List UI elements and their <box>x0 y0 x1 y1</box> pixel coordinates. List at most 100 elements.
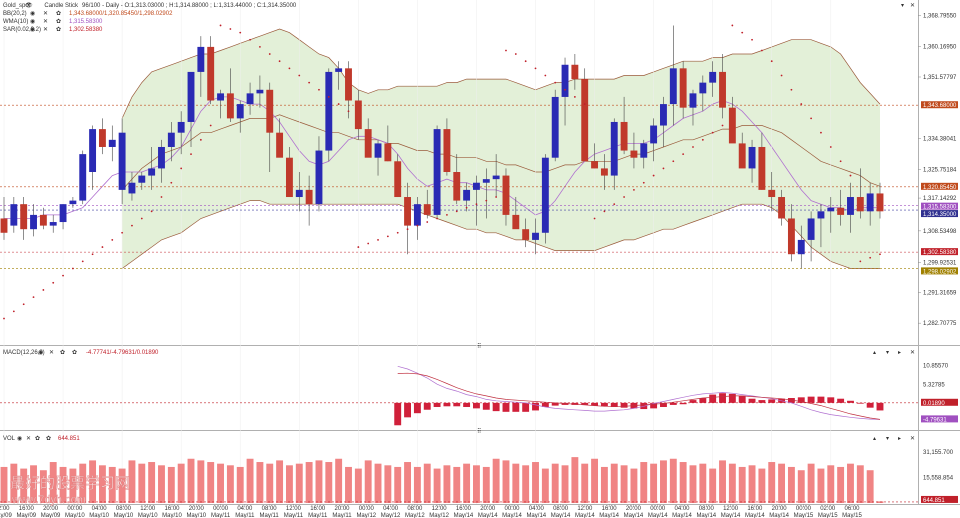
candle[interactable] <box>778 189 786 226</box>
candle[interactable] <box>285 146 293 198</box>
candle[interactable] <box>758 132 766 190</box>
candle[interactable] <box>876 182 884 219</box>
candle[interactable] <box>266 82 274 172</box>
candle[interactable] <box>364 118 372 158</box>
candle[interactable] <box>728 96 736 144</box>
macd-tools-icon[interactable]: ✿ <box>72 349 77 356</box>
candle[interactable] <box>217 89 224 119</box>
candle[interactable] <box>384 125 392 162</box>
candle[interactable] <box>561 57 569 126</box>
bb-close-icon[interactable]: ✕ <box>43 11 48 17</box>
candle[interactable] <box>660 96 667 147</box>
macd-move-down-icon[interactable]: ▾ <box>886 350 889 356</box>
candle[interactable] <box>837 189 845 226</box>
sar-visibility-icon[interactable]: ◉ <box>30 27 35 33</box>
candle[interactable] <box>108 125 116 162</box>
vol-maximize-icon[interactable]: ▸ <box>898 436 901 442</box>
candle[interactable] <box>797 225 805 269</box>
candle[interactable] <box>69 197 77 208</box>
sar-settings-icon[interactable]: ✿ <box>56 26 61 33</box>
candle[interactable] <box>453 154 461 205</box>
candle[interactable] <box>315 136 323 212</box>
candle[interactable] <box>89 125 97 190</box>
panel-close-icon[interactable]: ✕ <box>910 3 915 9</box>
candle[interactable] <box>866 182 874 226</box>
candle[interactable] <box>305 175 313 226</box>
vol-tools-icon[interactable]: ✿ <box>46 435 51 442</box>
candle[interactable] <box>236 100 244 133</box>
candle[interactable] <box>817 204 825 248</box>
candle[interactable] <box>541 154 549 244</box>
candle[interactable] <box>463 182 471 212</box>
candle[interactable] <box>522 218 530 248</box>
macd-resize-handle[interactable]: ⠿ <box>477 343 481 350</box>
candle[interactable] <box>167 121 175 162</box>
candle[interactable] <box>177 111 185 155</box>
candle[interactable] <box>207 36 215 105</box>
candle[interactable] <box>502 168 510 226</box>
candle[interactable] <box>374 139 382 176</box>
candle[interactable] <box>98 118 106 155</box>
vol-settings-icon[interactable]: ✿ <box>35 435 40 442</box>
candle[interactable] <box>404 182 411 255</box>
wma-close-icon[interactable]: ✕ <box>43 19 48 25</box>
candle[interactable] <box>118 118 126 205</box>
candle[interactable] <box>571 54 579 90</box>
macd-maximize-icon[interactable]: ▸ <box>898 350 901 356</box>
vol-move-down-icon[interactable]: ▾ <box>886 436 889 442</box>
candle[interactable] <box>532 218 539 255</box>
candle[interactable] <box>827 197 835 233</box>
candle[interactable] <box>0 197 8 240</box>
macd-close-icon[interactable]: ✕ <box>49 350 54 356</box>
candle[interactable] <box>610 118 618 190</box>
bb-visibility-icon[interactable]: ◉ <box>30 11 35 17</box>
candle[interactable] <box>354 89 362 140</box>
candle[interactable] <box>807 211 815 262</box>
candle[interactable] <box>256 75 264 108</box>
candle[interactable] <box>148 146 156 190</box>
macd-panel-close-icon[interactable]: ✕ <box>910 350 915 356</box>
candle[interactable] <box>679 61 687 119</box>
candle[interactable] <box>30 204 37 237</box>
candle[interactable] <box>787 204 795 262</box>
candle[interactable] <box>856 168 864 219</box>
candle[interactable] <box>748 139 756 183</box>
macd-move-up-icon[interactable]: ▴ <box>873 350 876 356</box>
vol-move-up-icon[interactable]: ▴ <box>873 436 876 442</box>
candle[interactable] <box>10 197 18 233</box>
candle[interactable] <box>158 139 165 183</box>
candle[interactable] <box>276 118 284 158</box>
candle[interactable] <box>138 172 146 190</box>
candle[interactable] <box>482 168 490 219</box>
candle[interactable] <box>39 207 47 230</box>
candle[interactable] <box>246 82 254 115</box>
eye-icon[interactable]: 👁 <box>25 2 33 9</box>
wma-settings-icon[interactable]: ✿ <box>56 18 61 25</box>
sar-close-icon[interactable]: ✕ <box>43 27 48 33</box>
panel-minimize-icon[interactable]: ▾ <box>901 3 904 9</box>
candle[interactable] <box>335 61 343 90</box>
candle[interactable] <box>630 132 638 169</box>
candle[interactable] <box>847 182 854 233</box>
candle[interactable] <box>226 68 234 122</box>
candle[interactable] <box>640 139 648 169</box>
candle[interactable] <box>473 175 480 226</box>
candle[interactable] <box>738 132 746 169</box>
candle[interactable] <box>433 125 441 219</box>
macd-visibility-icon[interactable]: ◉ <box>38 350 43 356</box>
macd-panel[interactable] <box>0 346 918 429</box>
candle[interactable] <box>325 68 333 162</box>
candle[interactable] <box>423 189 431 219</box>
candle[interactable] <box>295 172 303 212</box>
candle[interactable] <box>79 150 87 205</box>
bb-settings-icon[interactable]: ✿ <box>56 10 61 17</box>
candle[interactable] <box>650 118 658 162</box>
vol-resize-handle[interactable]: ⠿ <box>477 428 481 435</box>
candle[interactable] <box>719 54 726 119</box>
candle[interactable] <box>689 89 697 126</box>
candle[interactable] <box>768 172 776 212</box>
vol-panel-close-icon[interactable]: ✕ <box>910 436 915 442</box>
candle[interactable] <box>59 204 67 230</box>
vol-visibility-icon[interactable]: ◉ <box>17 436 22 442</box>
candle[interactable] <box>591 143 599 169</box>
